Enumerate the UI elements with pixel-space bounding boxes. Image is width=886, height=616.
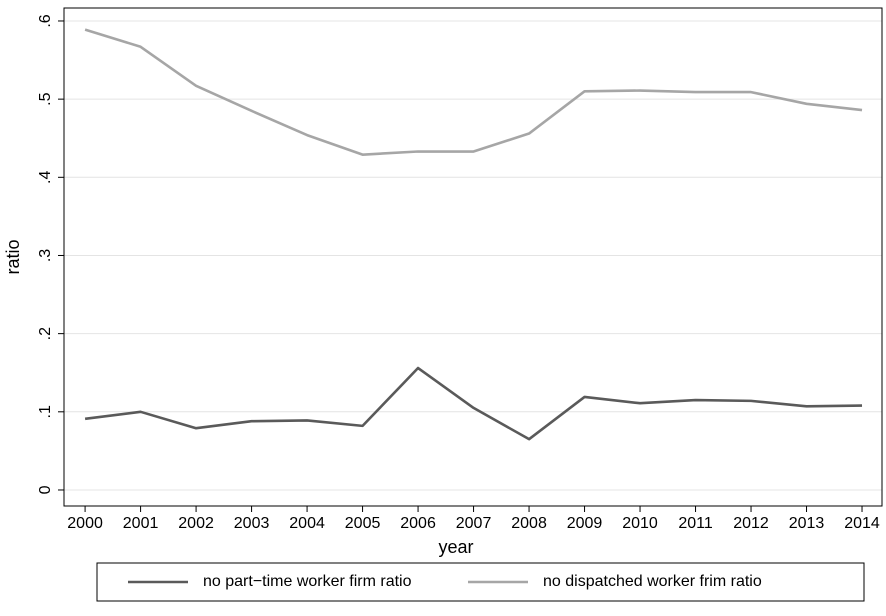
y-tick-label: 0 <box>37 485 54 494</box>
x-tick-label: 2004 <box>289 515 325 532</box>
x-tick-label: 2000 <box>67 515 103 532</box>
x-tick-label: 2008 <box>511 515 547 532</box>
x-tick-label: 2010 <box>622 515 658 532</box>
y-axis-title: ratio <box>3 239 23 274</box>
x-tick-label: 2003 <box>234 515 270 532</box>
x-tick-label: 2013 <box>789 515 825 532</box>
x-tick-label: 2005 <box>345 515 381 532</box>
legend-label: no dispatched worker frim ratio <box>543 573 762 590</box>
x-tick-label: 2009 <box>567 515 603 532</box>
y-tick-label: .2 <box>37 327 54 340</box>
y-tick-label: .6 <box>37 14 54 27</box>
y-tick-label: .3 <box>37 249 54 262</box>
x-axis-title: year <box>438 537 473 557</box>
x-tick-label: 2012 <box>733 515 769 532</box>
y-tick-label: .4 <box>37 171 54 184</box>
series-line <box>84 28 863 156</box>
x-tick-label: 2007 <box>456 515 492 532</box>
plot-frame <box>63 7 883 507</box>
y-tick-label: .5 <box>37 92 54 105</box>
x-tick-label: 2011 <box>678 515 713 532</box>
legend-label: no part−time worker firm ratio <box>203 573 412 590</box>
x-tick-label: 2001 <box>123 515 159 532</box>
x-tick-label: 2014 <box>844 515 880 532</box>
y-tick-label: .1 <box>37 405 54 418</box>
x-tick-label: 2002 <box>178 515 214 532</box>
series-line <box>84 366 863 441</box>
x-tick-label: 2006 <box>400 515 436 532</box>
